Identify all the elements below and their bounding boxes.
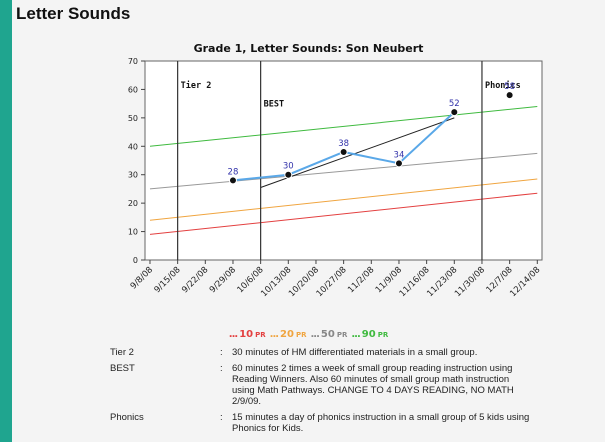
y-tick-label: 40: [128, 142, 138, 151]
x-tick-label: 11/30/08: [453, 265, 487, 299]
y-tick-label: 60: [128, 85, 138, 94]
note-label: BEST: [110, 363, 135, 374]
chart-legend: ... 10 PR... 20 PR... 50 PR... 90 PR: [12, 329, 605, 340]
legend-dots: ...: [228, 329, 238, 340]
line-90pr: [149, 105, 538, 147]
data-label: 58: [504, 82, 515, 92]
phase-label: BEST: [264, 99, 284, 109]
legend-suffix: PR: [336, 331, 348, 339]
legend-suffix: PR: [377, 331, 389, 339]
phase-label: Phonics: [485, 80, 521, 91]
line-trend: [260, 117, 455, 188]
legend-dots: ...: [351, 329, 360, 340]
note-label: Tier 2: [110, 347, 134, 358]
legend-value: 50: [320, 329, 335, 340]
legend-dots: ...: [269, 329, 279, 340]
data-label: 34: [394, 150, 405, 160]
y-tick-label: 20: [128, 199, 138, 208]
y-tick-label: 50: [128, 114, 138, 123]
phase-label: Tier 2: [181, 80, 212, 91]
data-point: [339, 147, 348, 156]
legend-suffix: PR: [295, 331, 307, 339]
legend-item: ... 50 PR: [310, 329, 349, 340]
x-tick-label: 10/27/08: [315, 265, 349, 299]
x-tick-label: 12/14/08: [508, 265, 542, 299]
x-tick-label: 9/15/08: [153, 265, 183, 295]
panel-title: Letter Sounds: [16, 4, 131, 23]
legend-suffix: PR: [255, 331, 266, 339]
plot-area: [144, 60, 543, 261]
letter-sounds-panel: Letter Sounds Grade 1, Letter Sounds: So…: [12, 0, 605, 442]
note-row: BEST:60 minutes 2 times a week of small …: [110, 363, 530, 407]
data-point: [450, 108, 459, 117]
data-point: [228, 176, 237, 185]
x-tick-label: 9/29/08: [208, 265, 238, 295]
note-colon: :: [220, 412, 223, 423]
y-tick-label: 70: [128, 57, 138, 66]
legend-value: 20: [280, 329, 294, 340]
legend-item: ... 90 PR: [350, 329, 389, 340]
progress-chart: 0 10 20 30 40 50 60 70 9/8/089/15/089/22/089/29/…: [128, 57, 543, 299]
note-row: Tier 2:30 minutes of HM differentiated m…: [110, 347, 530, 358]
legend-dots: ...: [310, 329, 320, 340]
y-tick-label: 30: [128, 171, 138, 180]
data-point: [505, 91, 514, 100]
data-label: 38: [338, 139, 349, 149]
data-point: [284, 170, 293, 179]
legend-value: 10: [239, 329, 254, 340]
legend-item: ... 20 PR: [269, 329, 308, 340]
data-label: 28: [228, 167, 239, 177]
line-20pr: [149, 178, 538, 221]
data-label: 52: [449, 99, 460, 109]
note-text: 60 minutes 2 times a week of small group…: [232, 363, 514, 407]
line-10pr: [149, 192, 538, 235]
data-point: [394, 159, 403, 168]
data-label: 30: [283, 162, 294, 172]
note-row: Phonics:15 minutes a day of phonics inst…: [110, 412, 530, 434]
note-text: 15 minutes a day of phonics instruction …: [232, 412, 530, 434]
x-tick-label: 11/2/08: [346, 265, 376, 295]
note-text: 30 minutes of HM differentiated material…: [232, 347, 478, 358]
y-tick-label: 0: [133, 256, 138, 265]
note-colon: :: [220, 363, 223, 374]
line-50pr: [149, 152, 538, 190]
legend-item: ... 10 PR: [228, 329, 267, 340]
note-colon: :: [220, 347, 223, 358]
x-tick-label: 9/22/08: [180, 265, 210, 295]
x-tick-label: 9/8/08: [129, 265, 155, 291]
y-tick-label: 10: [128, 228, 138, 237]
legend-value: 90: [361, 329, 376, 340]
note-label: Phonics: [110, 412, 144, 423]
intervention-notes: Tier 2:30 minutes of HM differentiated m…: [110, 347, 530, 439]
chart-title: Grade 1, Letter Sounds: Son Neubert: [193, 42, 424, 55]
